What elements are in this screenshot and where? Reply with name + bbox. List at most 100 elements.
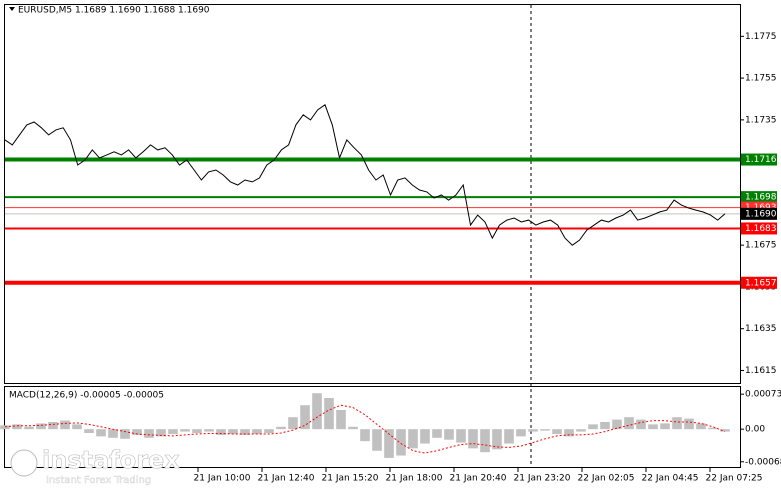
macd-bar: [12, 424, 22, 430]
price-panel: [4, 4, 741, 384]
macd-bar: [228, 429, 238, 434]
macd-bar: [408, 429, 418, 449]
macd-bar: [84, 429, 94, 434]
macd-bar: [336, 410, 346, 430]
menu-arrow: [9, 7, 15, 11]
current-price-box: [741, 207, 777, 220]
macd-bar: [492, 429, 502, 450]
macd-bar: [312, 393, 322, 430]
macd-bar: [36, 423, 46, 430]
level-label-box: [741, 222, 777, 235]
logo-tagline: Instant Forex Trading: [46, 475, 151, 486]
y-tick-label: 1.1735: [745, 115, 777, 125]
macd-bar: [372, 429, 382, 451]
logo-icon: [10, 449, 38, 477]
macd-bar: [648, 424, 658, 430]
macd-bar: [720, 429, 730, 432]
macd-bar: [288, 417, 298, 430]
macd-bar: [216, 429, 226, 435]
macd-bar: [516, 429, 526, 437]
macd-title: MACD(12,26,9) -0.00005 -0.00005: [9, 391, 164, 401]
macd-bar: [72, 424, 82, 430]
y-tick-label: 0.00073: [745, 390, 781, 400]
macd-bar: [396, 429, 406, 456]
macd-bar: [360, 429, 370, 442]
macd-bar: [240, 429, 250, 435]
x-tick-label: 21 Jan 10:00: [194, 474, 251, 484]
macd-bar: [420, 429, 430, 444]
level-label: 1.1698: [745, 193, 777, 203]
macd-bar: [624, 417, 634, 430]
level-label-box: [741, 276, 777, 289]
macd-bar: [300, 405, 310, 430]
price-line: [4, 104, 726, 246]
y-tick-label: 1.1615: [745, 366, 777, 376]
macd-bar: [540, 429, 550, 431]
x-tick-label: 21 Jan 18:00: [386, 474, 443, 484]
x-tick-label: 22 Jan 02:05: [578, 474, 635, 484]
macd-bar: [204, 429, 214, 432]
macd-bar: [528, 429, 538, 432]
current-price-label: 1.1690: [745, 209, 777, 219]
macd-bar: [564, 429, 574, 437]
macd-bar: [0, 425, 10, 430]
level-label-box: [741, 191, 777, 204]
macd-bar: [468, 429, 478, 449]
macd-bar: [480, 429, 490, 453]
macd-bar: [432, 429, 442, 438]
macd-bar: [96, 429, 106, 437]
y-tick-label: 1.1755: [745, 74, 777, 84]
y-tick-label: 1.1775: [745, 32, 777, 42]
level-label: 1.1716: [745, 155, 777, 165]
macd-bar: [672, 417, 682, 430]
macd-bar: [132, 429, 142, 435]
x-tick-label: 21 Jan 23:20: [514, 474, 571, 484]
macd-bar: [276, 426, 286, 430]
macd-bar: [588, 424, 598, 430]
macd-bar: [180, 429, 190, 432]
y-tick-label: 0.00: [745, 425, 765, 435]
macd-bar: [168, 429, 178, 434]
macd-bar: [708, 427, 718, 430]
macd-bar: [612, 419, 622, 430]
macd-bar: [264, 429, 274, 434]
macd-bar: [48, 421, 58, 430]
macd-bar: [456, 429, 466, 443]
y-tick-label: 1.1635: [745, 324, 777, 334]
macd-bar: [576, 429, 586, 432]
macd-bar: [24, 426, 34, 430]
y-tick-label: 1.1675: [745, 241, 777, 251]
macd-bar: [252, 429, 262, 434]
watermark: instaforex Instant Forex Trading: [10, 446, 181, 486]
macd-bar: [192, 429, 202, 434]
macd-bar: [348, 426, 358, 430]
price-title: EURUSD,M5 1.1689 1.1690 1.1688 1.1690: [18, 6, 210, 16]
macd-bar: [444, 429, 454, 440]
macd-bar: [120, 429, 130, 439]
macd-bar: [552, 429, 562, 434]
x-tick-label: 21 Jan 20:40: [450, 474, 507, 484]
macd-bar: [60, 420, 70, 430]
macd-bar: [696, 423, 706, 430]
x-tick-label: 21 Jan 12:40: [258, 474, 315, 484]
macd-bar: [600, 421, 610, 430]
logo-text: instaforex: [42, 446, 180, 474]
macd-bar: [156, 429, 166, 437]
macd-bar: [660, 423, 670, 430]
signal-line: [4, 404, 726, 454]
macd-bar: [384, 429, 394, 458]
macd-bar: [504, 429, 514, 444]
level-label-box: [741, 153, 777, 166]
level-label: 1.1657: [745, 278, 777, 288]
level-label: 1.1683: [745, 224, 777, 234]
y-tick-label: -0.00068: [745, 457, 781, 467]
x-tick-label: 22 Jan 07:25: [706, 474, 763, 484]
macd-bar: [108, 429, 118, 438]
x-tick-label: 21 Jan 15:20: [322, 474, 379, 484]
macd-bar: [324, 398, 334, 430]
x-tick-label: 22 Jan 04:45: [642, 474, 699, 484]
macd-bar: [636, 419, 646, 430]
macd-bar: [144, 429, 154, 438]
